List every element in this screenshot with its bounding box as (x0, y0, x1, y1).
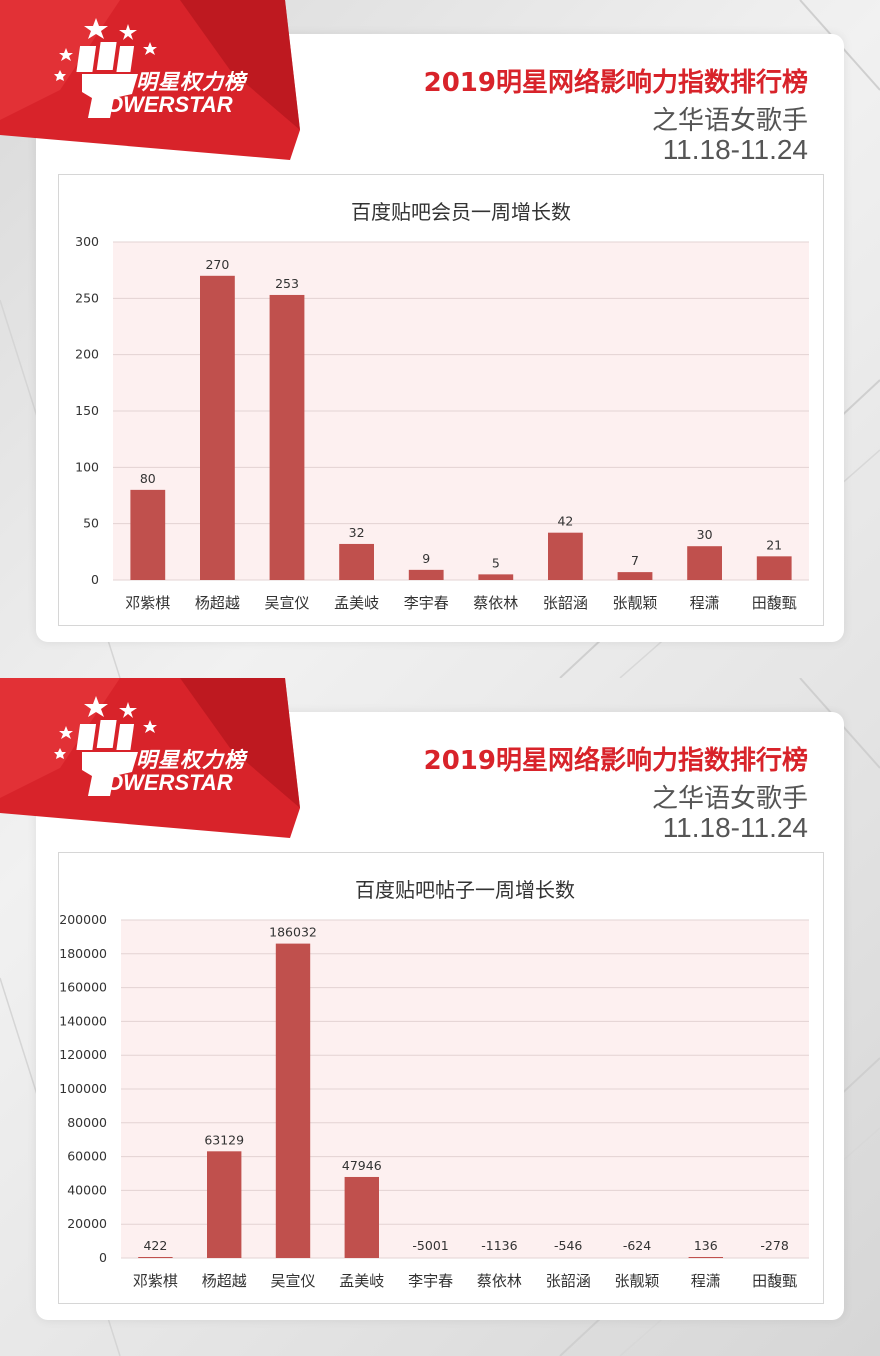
data-label: 270 (205, 257, 229, 272)
ranking-panel-members: 明星权力榜 OWERSTAR 2019明星网络影响力指数排行榜 之华语女歌手 1… (0, 0, 880, 678)
y-tick-label: 0 (99, 1250, 107, 1265)
x-tick-label: 程潇 (691, 1272, 721, 1290)
y-tick-label: 140000 (59, 1013, 107, 1028)
bar-chart-posts: 百度贴吧帖子一周增长数 0 20000 40000 60000 80000 100000 12… (59, 878, 809, 1290)
x-tick-label: 李宇春 (404, 594, 449, 612)
data-label: 32 (349, 525, 365, 540)
date-range: 11.18-11.24 (662, 812, 808, 843)
data-label: 9 (422, 551, 430, 566)
x-tick-label: 张靓颖 (614, 1272, 659, 1290)
data-label: 136 (694, 1238, 718, 1253)
data-label: 186032 (269, 925, 317, 940)
y-tick-label: 250 (75, 290, 99, 305)
data-label: -624 (623, 1238, 651, 1253)
bar (478, 574, 514, 580)
x-tick-label: 田馥甄 (752, 594, 797, 612)
x-tick-label: 蔡依林 (473, 594, 518, 612)
y-tick-label: 300 (75, 234, 99, 249)
data-label: 30 (697, 527, 713, 542)
data-label: 42 (557, 514, 573, 529)
x-tick-label: 田馥甄 (752, 1272, 797, 1290)
logo-english-text: OWERSTAR (106, 92, 233, 117)
data-label: 5 (492, 555, 500, 570)
x-tick-label: 孟美岐 (334, 594, 379, 612)
bar (617, 572, 653, 580)
chart-container: 百度贴吧帖子一周增长数 0 20000 40000 60000 80000 100000 12… (58, 852, 824, 1304)
bar (687, 546, 722, 580)
bar (344, 1176, 379, 1258)
data-label: -1136 (481, 1238, 517, 1253)
bar (756, 556, 792, 580)
fist-logo-icon (54, 18, 157, 118)
y-tick-label: 180000 (59, 946, 107, 961)
y-tick-label: 100 (75, 459, 99, 474)
data-label: 47946 (342, 1158, 382, 1173)
x-tick-label: 吴宣仪 (264, 594, 309, 612)
x-tick-label: 蔡依林 (477, 1272, 522, 1290)
ranking-panel-posts: 明星权力榜 OWERSTAR 2019明星网络影响力指数排行榜 之华语女歌手 1… (0, 678, 880, 1356)
data-label: 253 (275, 276, 299, 291)
ranking-subtitle: 之华语女歌手 (651, 784, 808, 814)
logo-english-text: OWERSTAR (106, 770, 233, 795)
x-tick-label: 吴宣仪 (270, 1272, 315, 1290)
brand-banner (0, 0, 300, 160)
data-label: -5001 (412, 1238, 448, 1253)
y-tick-label: 150 (75, 403, 99, 418)
y-tick-label: 200 (75, 347, 99, 362)
logo-chinese-text: 明星权力榜 (136, 70, 246, 94)
data-label: 80 (140, 471, 156, 486)
data-label: 63129 (204, 1132, 244, 1147)
ranking-title: 2019明星网络影响力指数排行榜 (423, 746, 808, 776)
bar (275, 943, 311, 1258)
bar (269, 294, 305, 580)
bar (339, 543, 374, 580)
x-tick-label: 张韶涵 (546, 1272, 591, 1290)
y-tick-label: 200000 (59, 912, 107, 927)
bar (408, 569, 444, 580)
x-tick-label: 张韶涵 (543, 594, 588, 612)
bar (138, 1257, 173, 1258)
y-tick-label: 80000 (67, 1115, 107, 1130)
bar (548, 532, 583, 580)
y-tick-label: 20000 (67, 1216, 107, 1231)
date-range: 11.18-11.24 (662, 134, 808, 165)
y-tick-label: 100000 (59, 1081, 107, 1096)
data-label: -278 (760, 1238, 788, 1253)
x-tick-label: 程潇 (690, 594, 720, 612)
bar (130, 489, 166, 580)
logo-chinese-text: 明星权力榜 (136, 748, 246, 772)
data-label: 21 (766, 537, 782, 552)
y-tick-label: 60000 (67, 1149, 107, 1164)
bar-chart-members: 百度贴吧会员一周增长数 0 50 100 150 200 250 300 80 邓紫棋 270 杨超越… (75, 200, 809, 612)
chart-container: 百度贴吧会员一周增长数 0 50 100 150 200 250 300 80 邓紫棋 270 杨超越… (58, 174, 824, 626)
bar (688, 1257, 723, 1258)
bar (200, 275, 235, 580)
ranking-title: 2019明星网络影响力指数排行榜 (423, 68, 808, 98)
x-tick-label: 杨超越 (202, 1272, 247, 1290)
x-tick-label: 邓紫棋 (125, 594, 170, 612)
chart-title: 百度贴吧会员一周增长数 (351, 200, 571, 224)
bar (207, 1151, 242, 1258)
y-tick-label: 50 (83, 516, 99, 531)
y-tick-label: 160000 (59, 980, 107, 995)
fist-logo-icon (54, 696, 157, 796)
data-label: 422 (143, 1238, 167, 1253)
ranking-subtitle: 之华语女歌手 (651, 106, 808, 136)
x-tick-label: 邓紫棋 (133, 1272, 178, 1290)
chart-title: 百度贴吧帖子一周增长数 (355, 878, 575, 902)
y-tick-label: 40000 (67, 1182, 107, 1197)
x-tick-label: 孟美岐 (339, 1272, 384, 1290)
data-label: -546 (554, 1238, 582, 1253)
y-tick-label: 0 (91, 572, 99, 587)
data-label: 7 (631, 553, 639, 568)
x-tick-label: 杨超越 (195, 594, 240, 612)
x-tick-label: 张靓颖 (612, 594, 657, 612)
x-tick-label: 李宇春 (408, 1272, 453, 1290)
y-tick-label: 120000 (59, 1047, 107, 1062)
